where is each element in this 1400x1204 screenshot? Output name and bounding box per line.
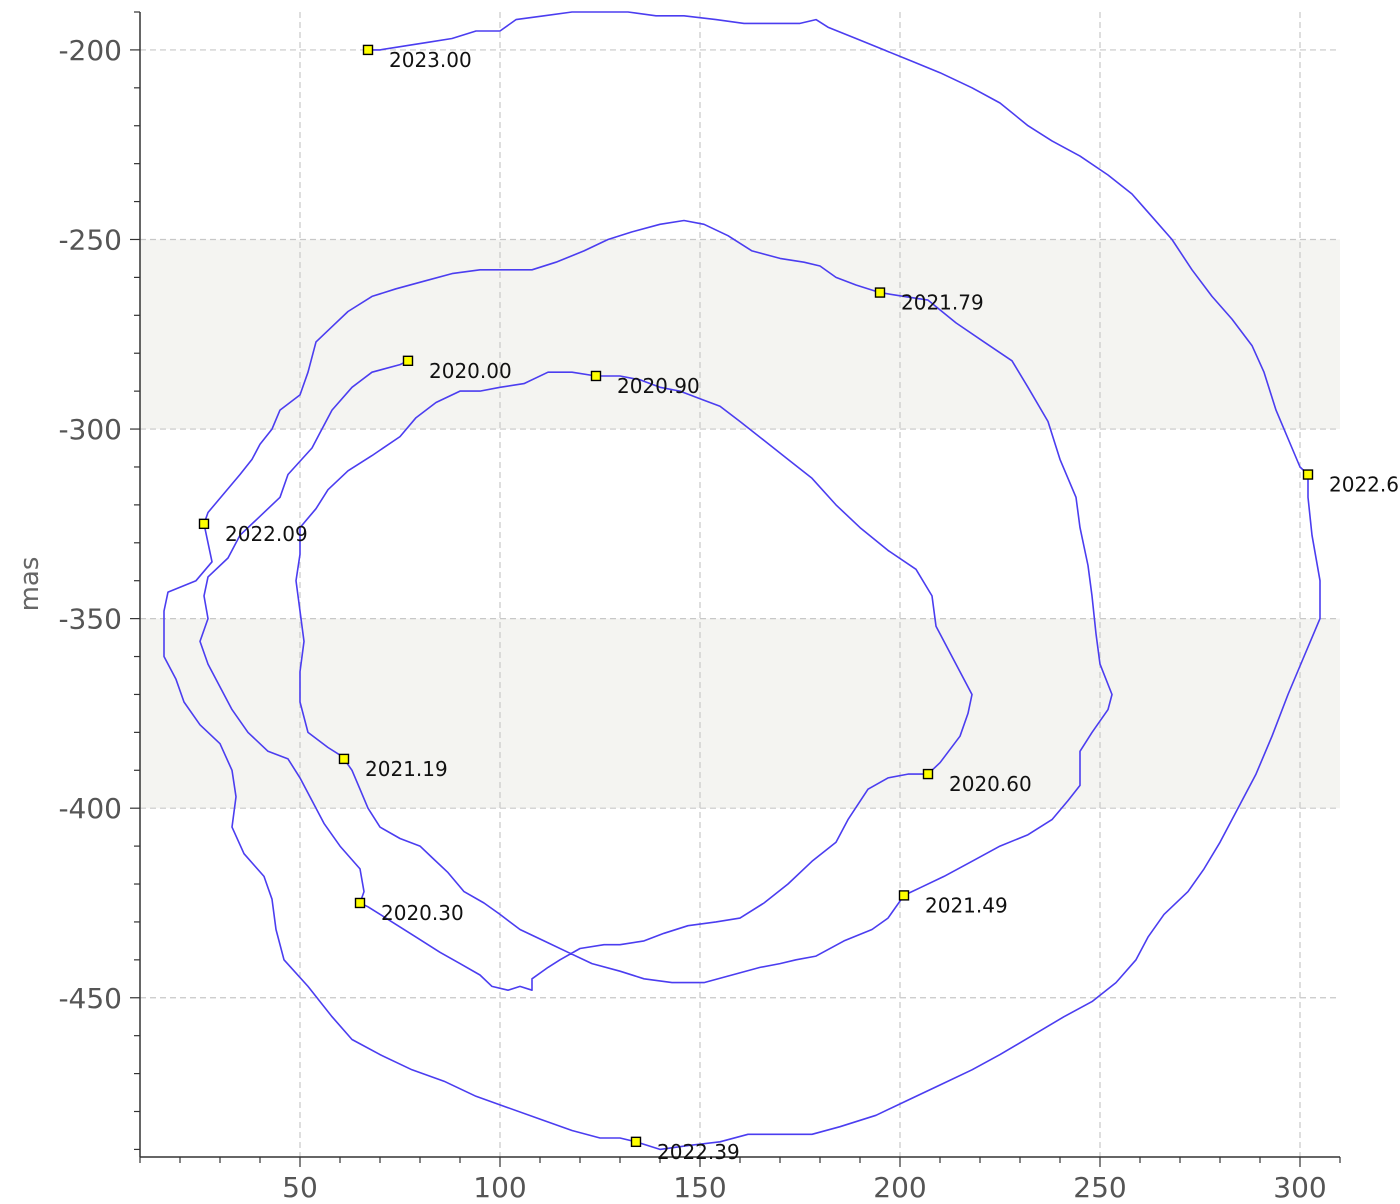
epoch-label: 2022.39: [657, 1140, 740, 1164]
epoch-marker: [590, 370, 602, 382]
epoch-label: 2022.6: [1329, 473, 1399, 497]
series-layer: [163, 11, 1321, 1151]
y-tick-label: -300: [58, 413, 122, 446]
x-tick-label: 50: [282, 1171, 318, 1204]
epoch-marker: [1302, 469, 1314, 480]
epoch-marker: [338, 753, 350, 765]
epoch-marker: [198, 518, 210, 530]
epoch-marker: [402, 355, 414, 367]
epoch-markers: [198, 44, 1314, 1148]
epoch-label: 2020.90: [617, 374, 700, 398]
y-tick-label: -450: [58, 982, 122, 1015]
epoch-label: 2022.09: [225, 522, 308, 546]
grid-lines: [140, 12, 1340, 1157]
x-tick-label: 150: [673, 1171, 726, 1204]
x-tick-label: 100: [473, 1171, 526, 1204]
y-axis-title: mas: [15, 557, 45, 612]
y-tick-label: -400: [58, 792, 122, 825]
plot-band: [140, 239, 1340, 430]
epoch-marker: [922, 768, 934, 780]
epoch-marker: [362, 44, 374, 56]
epoch-marker: [354, 897, 366, 909]
epoch-label: 2021.19: [365, 757, 448, 781]
epoch-label: 2021.79: [901, 291, 984, 315]
epoch-label: 2020.60: [949, 772, 1032, 796]
plot-band: [140, 618, 1340, 809]
epoch-label: 2020.30: [381, 901, 464, 925]
x-axis-ticks: 50 100 150 200 250 300: [139, 1157, 1341, 1204]
y-tick-label: -200: [58, 34, 122, 67]
epoch-label: 2021.49: [925, 893, 1008, 917]
x-tick-label: 250: [1073, 1171, 1126, 1204]
x-tick-label: 300: [1273, 1171, 1326, 1204]
epoch-marker: [630, 1136, 642, 1148]
y-axis-ticks: -200 -250 -300 -350 -400 -450: [58, 11, 140, 1151]
plot-bands: [140, 239, 1340, 809]
x-tick-label: 200: [873, 1171, 926, 1204]
epoch-label: 2020.00: [429, 359, 512, 383]
y-tick-label: -250: [58, 223, 122, 256]
epoch-marker: [874, 287, 886, 298]
epoch-marker: [898, 890, 910, 901]
y-tick-label: -350: [58, 603, 122, 636]
orbit-track-line: [163, 11, 1321, 1151]
epoch-label: 2023.00: [389, 48, 472, 72]
epoch-labels: 2020.00 2020.30 2020.60 2020.90 2021.19 2021.…: [225, 48, 1399, 1164]
